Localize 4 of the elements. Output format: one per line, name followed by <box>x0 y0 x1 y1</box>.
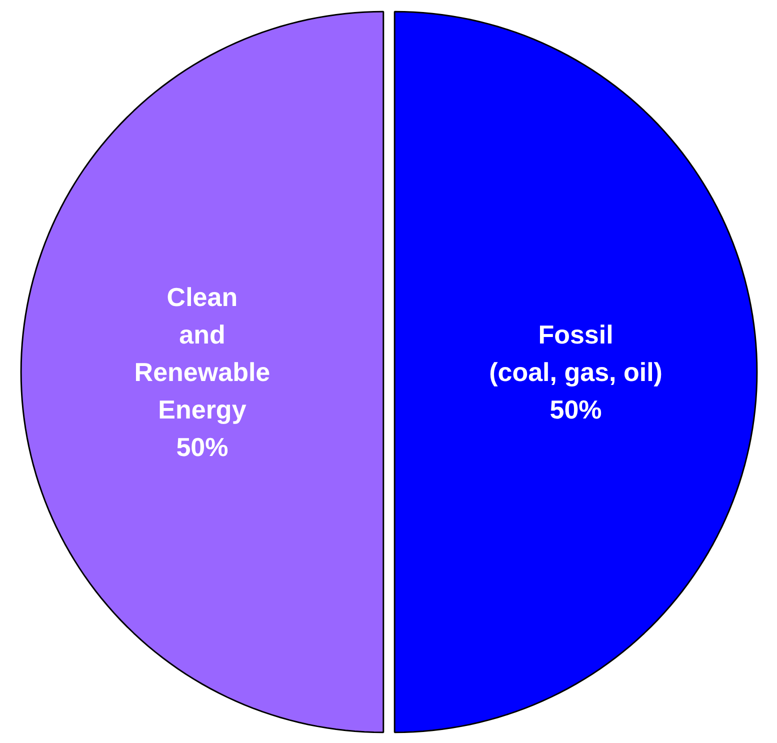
slice-label: Fossil (coal, gas, oil) <box>489 320 662 387</box>
slice-label: Clean and Renewable Energy <box>134 282 270 424</box>
data-label: 50% <box>550 394 602 424</box>
data-label: 50% <box>176 432 228 462</box>
